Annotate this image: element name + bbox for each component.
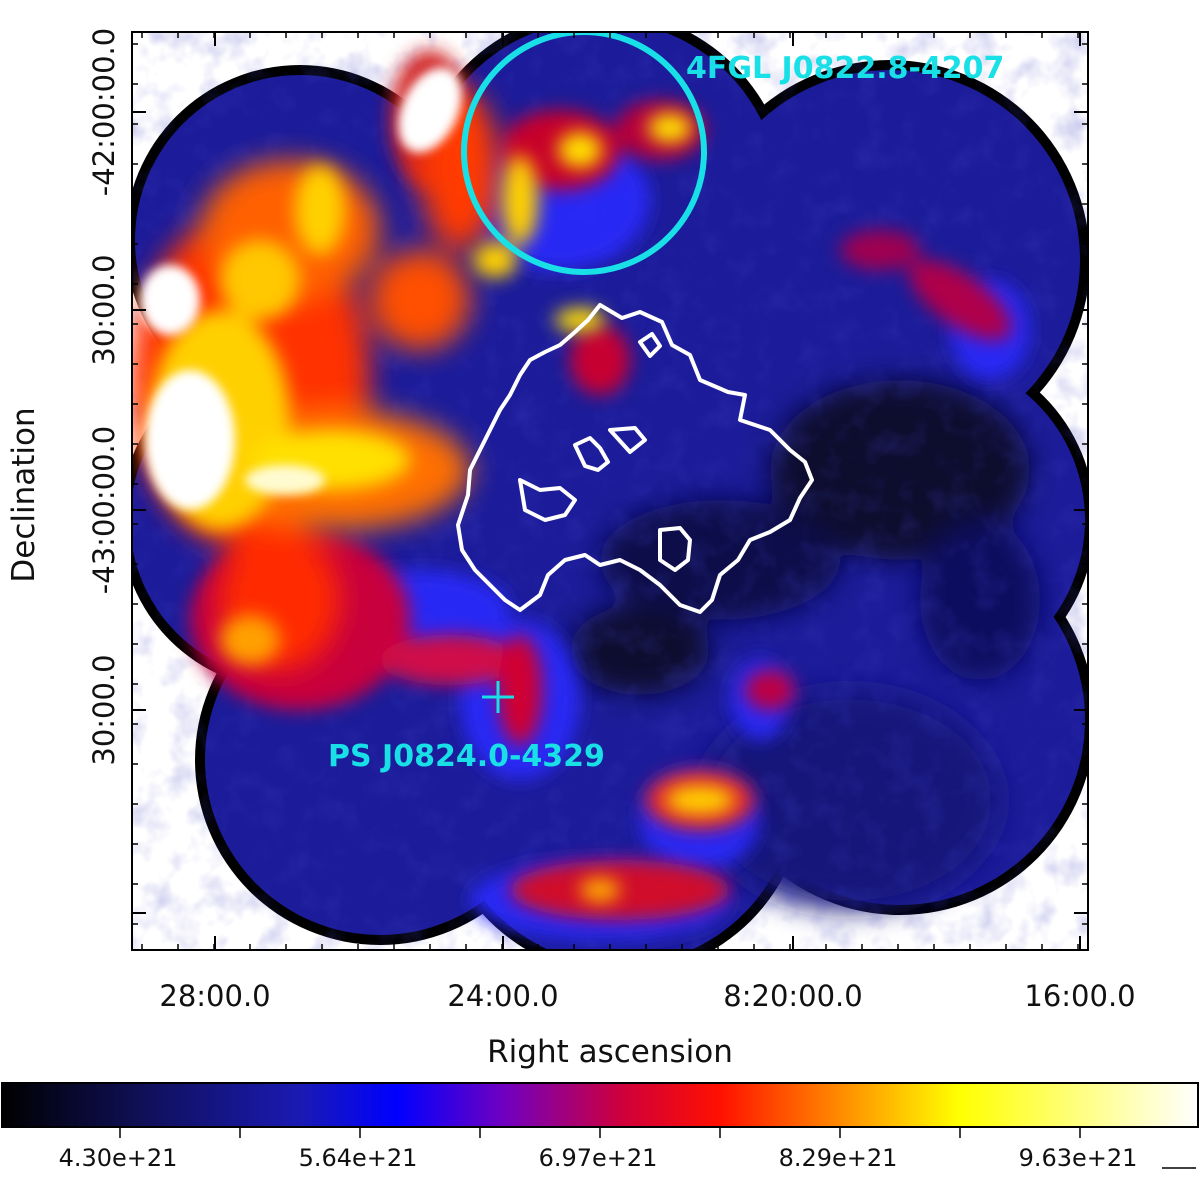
saturated-white-regions [140,67,462,510]
y-tick-label: 30:00.0 [87,654,121,765]
y-tick-label: -43:00:00.0 [87,426,121,594]
colorbar: 4.30e+21 5.64e+21 6.97e+21 8.29e+21 9.63… [1,1082,1199,1172]
x-tick-labels: 28:00.0 24:00.0 8:20:00.0 16:00.0 [159,979,1135,1013]
x-tick-label: 16:00.0 [1024,979,1135,1013]
y-tick-label: -42:00:00.0 [87,28,121,196]
ps-source-cross-marker [482,681,514,713]
ps-source-label: PS J0824.0-4329 [328,739,605,774]
colorbar-label: 5.64e+21 [299,1144,418,1172]
remnant-contour [456,303,814,614]
colorbar-label: 9.63e+21 [1019,1144,1138,1172]
y-tick-labels: -42:00:00.0 30:00.0 -43:00:00.0 30:00.0 [87,28,121,766]
colorbar-label: 4.30e+21 [59,1144,178,1172]
colorbar-ticks [119,1127,1081,1138]
colorbar-label: 6.97e+21 [539,1144,658,1172]
y-axis-title: Declination [6,407,42,582]
x-tick-label: 8:20:00.0 [723,979,862,1013]
4fgl-source-label: 4FGL J0822.8-4207 [686,51,1004,86]
colorbar-label: 8.29e+21 [779,1144,898,1172]
frame-major-ticks [132,32,1088,950]
image-map [132,32,1088,950]
x-tick-label: 24:00.0 [447,979,558,1013]
4fgl-source-circle-marker [461,32,707,275]
y-tick-label: 30:00.0 [87,254,121,365]
colorbar-gradient [1,1082,1199,1128]
x-axis-title: Right ascension [487,1034,733,1070]
x-tick-label: 28:00.0 [159,979,270,1013]
